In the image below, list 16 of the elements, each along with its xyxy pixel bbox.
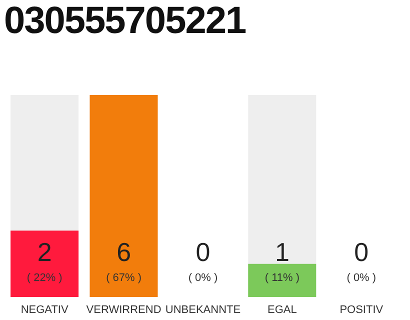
data-label: ( 67% ) — [106, 272, 142, 284]
x-tick-label: NEGATIV — [20, 304, 69, 316]
annotation: 1 — [274, 237, 290, 267]
annotation: 0 — [196, 237, 210, 267]
data-label: ( 11% ) — [264, 272, 300, 284]
x-tick-label: EGAL — [268, 304, 297, 316]
data-label: ( 22% ) — [26, 272, 62, 284]
x-tick-label: VERWIRREND — [86, 304, 162, 316]
annotation: 0 — [354, 237, 369, 267]
annotation: 2 — [37, 237, 52, 267]
data-label: ( 0% ) — [346, 272, 376, 284]
x-tick-label: POSITIV — [340, 304, 384, 316]
chart-title: 030555705221 — [4, 0, 246, 43]
x-tick-label: UNBEKANNTE — [165, 304, 241, 316]
annotation: 6 — [116, 237, 132, 267]
data-label: ( 0% ) — [188, 272, 218, 284]
